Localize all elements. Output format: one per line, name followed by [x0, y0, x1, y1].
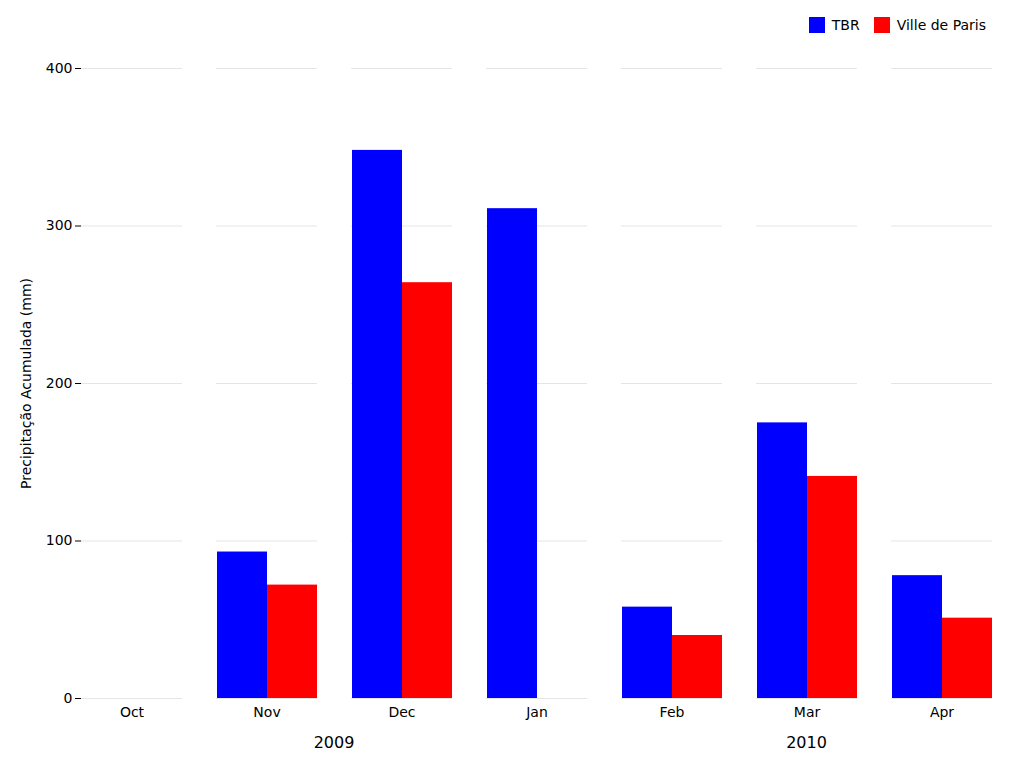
svg-text:Apr: Apr [930, 704, 954, 720]
svg-text:2010: 2010 [786, 733, 827, 752]
svg-text:Jan: Jan [525, 704, 548, 720]
svg-text:400: 400 [46, 60, 73, 76]
svg-text:Feb: Feb [660, 704, 685, 720]
svg-text:2009: 2009 [314, 733, 355, 752]
svg-text:100: 100 [46, 532, 73, 548]
svg-text:Oct: Oct [120, 704, 145, 720]
svg-text:0: 0 [64, 690, 73, 706]
svg-text:200: 200 [46, 375, 73, 391]
svg-text:Precipitação Acumulada (mm): Precipitação Acumulada (mm) [18, 278, 34, 489]
svg-text:300: 300 [46, 217, 73, 233]
html-text:Ville de Paris: Ville de Paris [896, 16, 986, 33]
svg-text:Dec: Dec [388, 704, 415, 720]
html-text:TBR: TBR [831, 16, 860, 33]
svg-text:Nov: Nov [253, 704, 280, 720]
svg-text:Mar: Mar [794, 704, 821, 720]
